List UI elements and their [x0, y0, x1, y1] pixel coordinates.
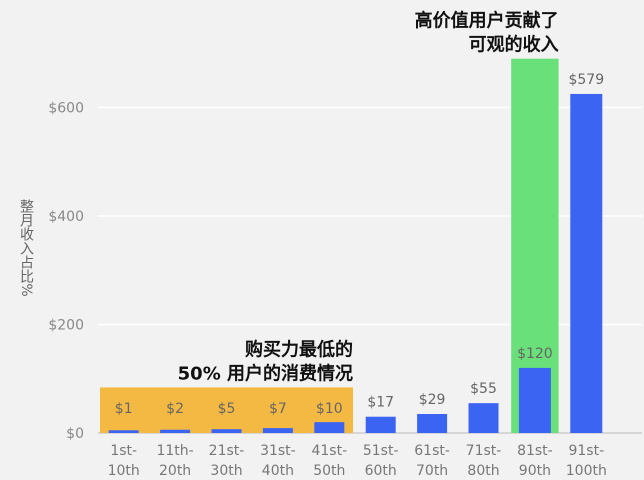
- x-tick-label: 50th: [313, 463, 345, 479]
- annotation-text: 50% 用户的消费情况: [178, 362, 353, 384]
- data-label: $2: [166, 401, 184, 417]
- data-label: $579: [568, 72, 604, 88]
- bar: [314, 422, 345, 433]
- bar: [108, 430, 139, 433]
- y-axis-ticks: $0 $200 $400 $600: [48, 101, 84, 443]
- x-tick-label: 11th-: [156, 443, 193, 459]
- y-tick-label: $200: [48, 318, 84, 334]
- bar: [468, 403, 499, 433]
- x-tick-label: 31st-: [260, 443, 296, 459]
- y-axis-label: 整月收入占比%: [18, 199, 34, 296]
- y-tick-label: $0: [66, 426, 84, 442]
- x-tick-label: 1st-: [110, 443, 137, 459]
- x-tick-label: 91st-: [568, 443, 604, 459]
- x-tick-label: 80th: [467, 463, 499, 479]
- x-tick-label: 51st-: [363, 443, 399, 459]
- annotation-text: 可观的收入: [469, 34, 559, 56]
- bar: [518, 367, 551, 433]
- x-tick-label: 100th: [566, 463, 607, 479]
- bar: [570, 93, 603, 433]
- x-tick-label: 90th: [519, 463, 551, 479]
- x-tick-label: 81st-: [517, 443, 553, 459]
- bar: [365, 416, 396, 433]
- data-label: $55: [470, 381, 497, 397]
- data-label: $1: [115, 401, 133, 417]
- x-tick-label: 21st-: [209, 443, 245, 459]
- data-label: $7: [269, 401, 287, 417]
- bar: [211, 429, 242, 433]
- annotation-text: 购买力最低的: [245, 338, 353, 360]
- data-label: $120: [517, 346, 553, 362]
- y-tick-label: $400: [48, 209, 84, 225]
- x-tick-label: 30th: [210, 463, 242, 479]
- x-tick-label: 71st-: [466, 443, 502, 459]
- bar: [417, 414, 448, 433]
- x-axis-ticks: 1st- 10th 11th- 20th 21st- 30th 31st- 40th 41st-…: [108, 443, 607, 479]
- x-tick-label: 61st-: [414, 443, 450, 459]
- x-tick-label: 60th: [365, 463, 397, 479]
- highlight-region: [100, 387, 353, 433]
- annotation-text: 高价值用户贡献了: [415, 10, 559, 32]
- data-labels: $1 $2 $5 $7 $10 $17 $29 $55 $120 $579: [115, 72, 604, 417]
- x-tick-label: 70th: [416, 463, 448, 479]
- bar: [160, 429, 191, 433]
- x-tick-label: 20th: [159, 463, 191, 479]
- x-tick-label: 40th: [262, 463, 294, 479]
- x-tick-label: 10th: [108, 463, 140, 479]
- x-tick-label: 41st-: [311, 443, 347, 459]
- bars: [108, 93, 603, 433]
- y-tick-label: $600: [48, 101, 84, 117]
- data-label: $29: [419, 392, 446, 408]
- data-label: $5: [218, 401, 236, 417]
- data-label: $10: [316, 401, 343, 417]
- data-label: $17: [367, 395, 394, 411]
- bar: [262, 428, 293, 433]
